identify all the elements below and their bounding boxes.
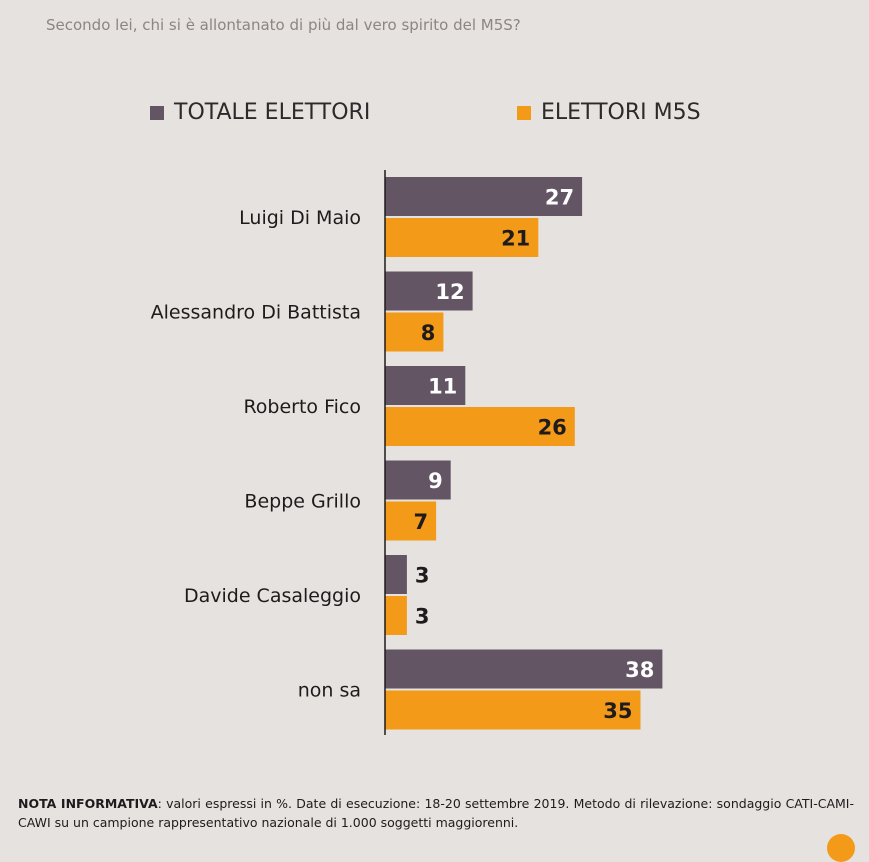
value-label: 11 <box>428 375 457 399</box>
category-label: Beppe Grillo <box>244 491 361 513</box>
bar-chart: Luigi Di Maio 27 21 Alessandro Di Battista 1… <box>151 170 663 735</box>
value-label: 21 <box>501 227 530 251</box>
legend-swatch-m5s <box>517 105 531 120</box>
value-label: 8 <box>421 321 436 345</box>
legend-swatch-totale <box>150 105 164 120</box>
bar-elettori-m5s <box>385 218 539 257</box>
value-label: 27 <box>545 186 574 210</box>
legend-item-m5s: ELETTORI M5S <box>517 100 701 125</box>
bar-elettori-m5s <box>385 407 575 446</box>
bar-totale-elettori <box>385 555 407 594</box>
category-label: Luigi Di Maio <box>239 207 361 229</box>
value-label: 9 <box>428 469 443 493</box>
bar-totale-elettori <box>385 271 473 311</box>
value-label: 3 <box>415 564 430 588</box>
value-label: 3 <box>415 605 430 629</box>
category-label: Roberto Fico <box>243 396 361 418</box>
corner-logo-mark <box>827 834 855 862</box>
bar-totale-elettori <box>385 460 451 500</box>
legend-label-m5s: ELETTORI M5S <box>541 100 701 125</box>
category-label: non sa <box>298 680 361 702</box>
legend-label-totale: TOTALE ELETTORI <box>174 100 371 125</box>
value-label: 7 <box>413 510 428 534</box>
bar-elettori-m5s <box>385 596 407 635</box>
value-label: 35 <box>603 699 632 723</box>
footnote-text: : valori espressi in %. Date di esecuzio… <box>18 796 854 830</box>
chart-question: Secondo lei, chi si è allontanato di più… <box>46 16 521 34</box>
category-label: Davide Casaleggio <box>184 585 361 607</box>
bar-totale-elettori <box>385 366 466 405</box>
category-label: Alessandro Di Battista <box>151 302 361 324</box>
bar-elettori-m5s <box>385 690 641 730</box>
value-label: 12 <box>435 280 464 304</box>
value-label: 38 <box>625 658 654 682</box>
footnote: NOTA INFORMATIVA: valori espressi in %. … <box>18 794 854 832</box>
bar-elettori-m5s <box>385 501 437 541</box>
legend-item-totale: TOTALE ELETTORI <box>150 100 370 125</box>
footnote-title: NOTA INFORMATIVA <box>18 796 158 811</box>
bar-elettori-m5s <box>385 312 444 352</box>
bar-totale-elettori <box>385 177 583 216</box>
value-label: 26 <box>538 416 567 440</box>
bar-totale-elettori <box>385 649 663 689</box>
